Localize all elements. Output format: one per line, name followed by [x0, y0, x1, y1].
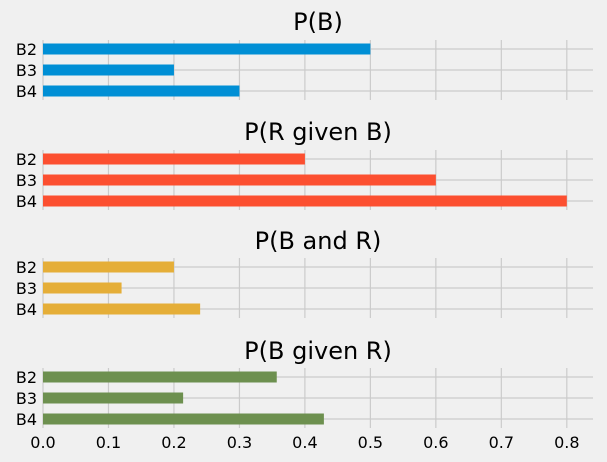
- y-tick-label-b3: B3: [16, 171, 37, 190]
- x-tick-label: 0.3: [227, 433, 252, 452]
- subplot-2: P(R given B) B2 B3 B4: [16, 118, 593, 211]
- x-tick-label: 0.1: [96, 433, 121, 452]
- bar-b3: [43, 64, 174, 76]
- bar-b2: [43, 261, 174, 273]
- bar-b4: [43, 85, 240, 97]
- x-tick-label: 0.8: [554, 433, 579, 452]
- x-tick-label: 0.2: [161, 433, 186, 452]
- bar-b4: [43, 303, 201, 315]
- x-tick-label: 0.7: [489, 433, 514, 452]
- y-tick-label-b4: B4: [16, 300, 37, 319]
- subplot-1: P(B) B2 B3 B4: [16, 8, 593, 101]
- bar-b4: [43, 195, 567, 207]
- y-tick-label-b2: B2: [16, 258, 37, 277]
- x-tick-label: 0.4: [292, 433, 317, 452]
- y-tick-label-b3: B3: [16, 279, 37, 298]
- subplot-title: P(R given B): [244, 118, 392, 146]
- bar-b3: [43, 282, 122, 294]
- y-tick-label-b4: B4: [16, 82, 37, 101]
- subplot-title: P(B and R): [255, 227, 382, 255]
- subplot-3: P(B and R) B2 B3 B4: [16, 227, 593, 319]
- bar-b2: [43, 371, 277, 383]
- bar-b2: [43, 153, 305, 165]
- y-tick-label-b3: B3: [16, 389, 37, 408]
- x-tick-label: 0.5: [358, 433, 383, 452]
- y-tick-label-b4: B4: [16, 410, 37, 429]
- y-tick-label-b2: B2: [16, 40, 37, 59]
- y-tick-label-b4: B4: [16, 192, 37, 211]
- subplot-4: P(B given R) B2 B3 B4: [16, 337, 593, 429]
- y-tick-label-b3: B3: [16, 61, 37, 80]
- x-tick-label: 0.0: [30, 433, 55, 452]
- bar-b3: [43, 392, 184, 404]
- x-tick-label: 0.6: [423, 433, 448, 452]
- bar-b3: [43, 174, 436, 186]
- subplot-title: P(B given R): [244, 337, 392, 365]
- bar-b4: [43, 413, 324, 425]
- y-tick-label-b2: B2: [16, 368, 37, 387]
- bar-b2: [43, 43, 371, 55]
- y-tick-label-b2: B2: [16, 150, 37, 169]
- subplot-title: P(B): [293, 8, 343, 36]
